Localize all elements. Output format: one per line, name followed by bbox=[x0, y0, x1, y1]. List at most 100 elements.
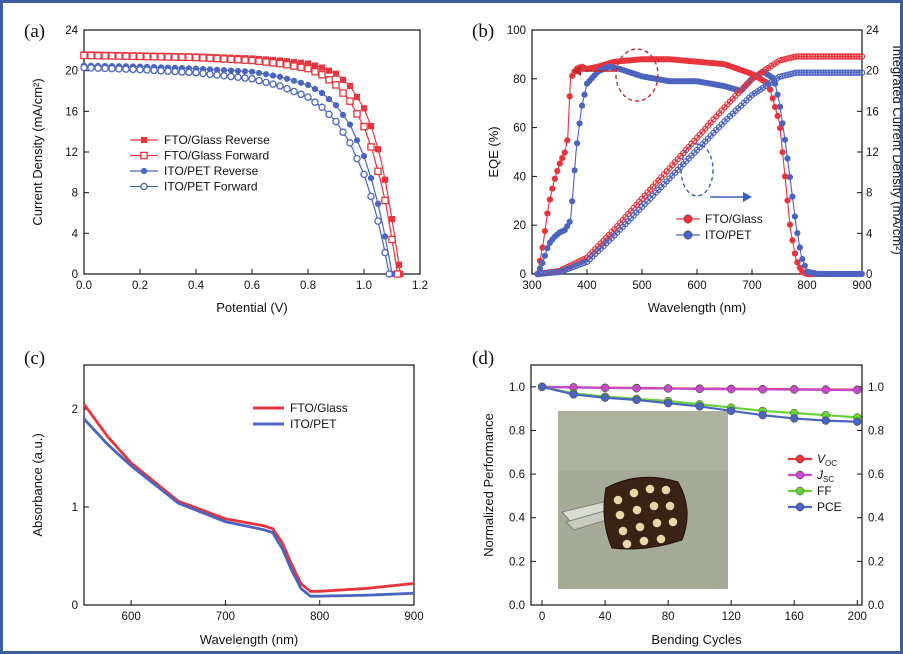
data-point bbox=[283, 61, 291, 69]
data-point bbox=[304, 64, 312, 73]
legend-label: FTO/Glass bbox=[290, 401, 348, 415]
data-point bbox=[311, 98, 319, 106]
data-point bbox=[227, 72, 235, 81]
y-right-tick-label: 0.6 bbox=[868, 469, 884, 481]
data-point bbox=[325, 96, 333, 103]
y-right-tick-label: 0.0 bbox=[868, 600, 884, 612]
data-point bbox=[332, 102, 340, 109]
data-point bbox=[569, 198, 576, 205]
data-point bbox=[574, 140, 581, 147]
y-tick-label: 20 bbox=[65, 66, 78, 78]
data-point bbox=[395, 261, 403, 268]
annotation-ellipse-red bbox=[615, 48, 659, 102]
x-tick-label: 0.2 bbox=[132, 280, 148, 292]
data-point bbox=[767, 86, 774, 93]
electrode-dot bbox=[629, 488, 639, 498]
legend-label: ITO/PET bbox=[290, 417, 337, 431]
data-point bbox=[339, 89, 347, 97]
panel-label: (b) bbox=[472, 21, 494, 42]
data-point bbox=[304, 93, 312, 101]
data-point bbox=[87, 64, 95, 72]
data-point bbox=[381, 248, 389, 257]
data-point bbox=[695, 384, 704, 394]
x-tick-label: 400 bbox=[577, 280, 596, 292]
data-point bbox=[374, 146, 382, 153]
data-point bbox=[290, 87, 298, 96]
data-point bbox=[360, 152, 368, 160]
panel-d: (d)0 40 80 120 160 2000.00.20.40.60.81.00.00.… bbox=[472, 348, 885, 647]
legend-label: JSC bbox=[816, 468, 834, 484]
y-right-tick-label: 8 bbox=[866, 188, 872, 200]
y-axis-label: EQE (%) bbox=[486, 126, 501, 177]
data-point bbox=[537, 382, 547, 391]
data-point bbox=[784, 155, 791, 162]
data-point bbox=[858, 270, 865, 278]
data-point bbox=[781, 173, 789, 180]
data-point bbox=[150, 52, 158, 61]
y-tick-label: 4 bbox=[72, 228, 79, 240]
data-point bbox=[544, 245, 551, 252]
data-point bbox=[856, 69, 863, 76]
y-axis-label: Current Density (mA/cm²) bbox=[30, 78, 45, 225]
data-point bbox=[178, 68, 186, 76]
data-point bbox=[262, 78, 270, 87]
x-tick-label: 0.6 bbox=[244, 280, 260, 292]
y-tick-label: 40 bbox=[513, 171, 526, 183]
y-tick-label: 0.8 bbox=[509, 425, 525, 437]
data-point bbox=[150, 66, 158, 75]
data-point bbox=[551, 175, 558, 182]
data-point bbox=[241, 74, 249, 82]
data-point bbox=[332, 70, 340, 77]
arrowhead-right-icon bbox=[743, 192, 752, 202]
data-point bbox=[234, 73, 242, 82]
x-tick-label: 120 bbox=[722, 611, 741, 623]
data-point bbox=[360, 170, 368, 179]
y-tick-label: 2 bbox=[72, 404, 78, 416]
y-right-tick-label: 4 bbox=[866, 228, 873, 240]
inset-photo bbox=[558, 411, 728, 589]
data-point bbox=[569, 390, 578, 399]
data-point bbox=[241, 56, 249, 64]
data-point bbox=[157, 53, 165, 61]
legend-marker bbox=[795, 502, 805, 512]
legend-label-main: J bbox=[816, 468, 824, 482]
data-point bbox=[561, 149, 568, 156]
data-point bbox=[213, 71, 221, 79]
data-point bbox=[283, 84, 291, 93]
legend-label: FTO/Glass Reverse bbox=[164, 133, 270, 147]
legend-label-subscript: SC bbox=[823, 475, 834, 484]
data-point bbox=[171, 67, 179, 76]
data-point bbox=[566, 218, 573, 225]
data-point bbox=[353, 94, 361, 101]
x-tick-label: 900 bbox=[852, 280, 871, 292]
data-point bbox=[787, 54, 794, 61]
data-point bbox=[367, 174, 375, 182]
photo-highlight bbox=[558, 411, 728, 471]
electrode-dot bbox=[635, 522, 645, 532]
data-point bbox=[564, 137, 571, 144]
legend-label: FF bbox=[817, 484, 832, 498]
electrode-dot bbox=[661, 485, 671, 495]
y-tick-label: 0.2 bbox=[509, 556, 525, 568]
panel-c: (c) 600 700 800 900 0 1 2 Wavelength (nm) Absorba… bbox=[24, 348, 424, 647]
y-tick-label: 20 bbox=[513, 220, 526, 232]
data-point bbox=[234, 67, 242, 75]
data-point bbox=[774, 112, 781, 119]
data-point bbox=[136, 65, 144, 74]
data-point bbox=[318, 64, 326, 71]
x-tick-label: 40 bbox=[599, 611, 612, 623]
data-point bbox=[858, 53, 866, 60]
data-point bbox=[779, 149, 786, 156]
data-point bbox=[283, 75, 291, 82]
data-point bbox=[791, 250, 799, 257]
x-tick-label: 0.8 bbox=[300, 280, 316, 292]
x-tick-label: 0 bbox=[539, 611, 545, 623]
legend-label-main: FF bbox=[817, 484, 832, 498]
electrode-dot bbox=[618, 526, 628, 536]
data-point bbox=[304, 81, 312, 88]
data-point bbox=[164, 67, 172, 75]
data-point bbox=[791, 213, 799, 220]
y-tick-label: 0 bbox=[72, 269, 78, 281]
x-tick-label: 80 bbox=[662, 611, 675, 623]
data-point bbox=[129, 52, 137, 61]
